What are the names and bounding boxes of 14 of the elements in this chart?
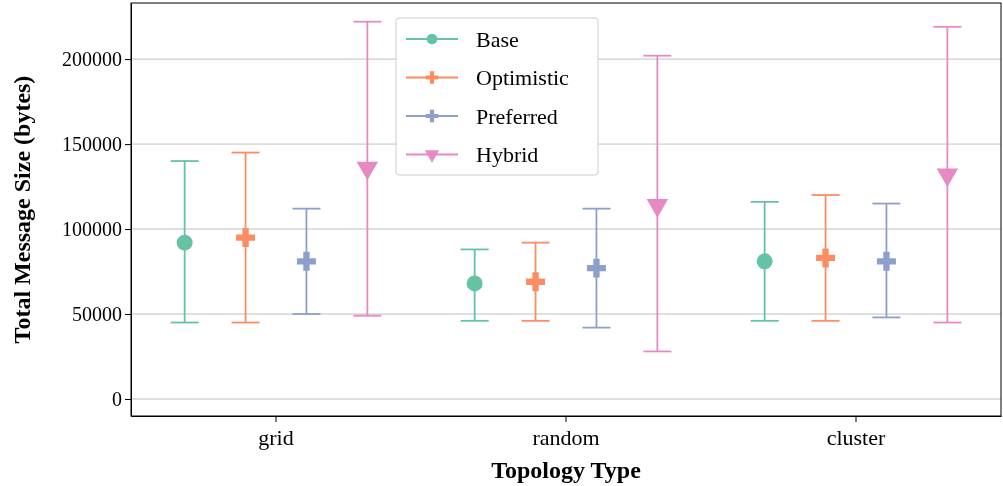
legend-label: Hybrid: [476, 142, 539, 168]
y-tick-label: 150000: [62, 132, 122, 155]
legend-label: Base: [476, 26, 519, 52]
y-tick-label: 50000: [72, 302, 122, 325]
x-tick-label: grid: [258, 424, 294, 450]
legend-label: Preferred: [476, 103, 558, 129]
y-tick-label: 0: [112, 387, 122, 410]
x-tick-label: cluster: [826, 424, 886, 450]
x-axis-title: Topology Type: [491, 457, 642, 483]
y-tick-label: 200000: [62, 47, 122, 70]
legend-label: Optimistic: [476, 65, 570, 91]
y-tick-label: 100000: [62, 217, 122, 240]
y-axis-title: Total Message Size (bytes): [9, 75, 35, 344]
x-tick-label: random: [532, 424, 600, 450]
